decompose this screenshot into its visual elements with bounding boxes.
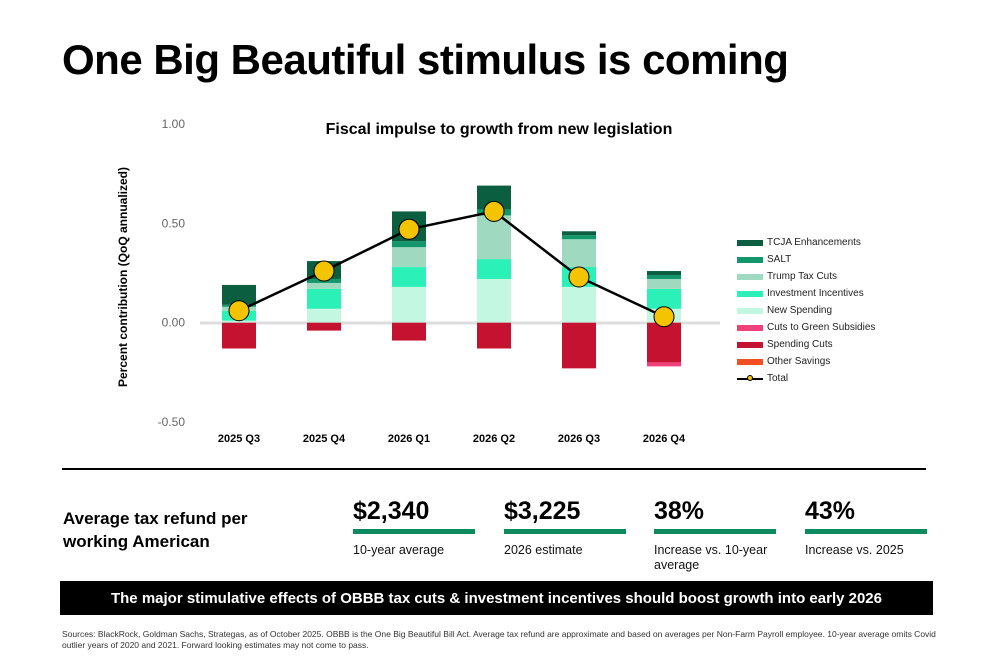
stat-desc: 10-year average	[353, 543, 445, 557]
legend-item-cuts-to-green-subsidies: Cuts to Green Subsidies	[737, 319, 875, 336]
legend-item-trump-tax-cuts: Trump Tax Cuts	[737, 268, 875, 285]
legend-swatch	[737, 273, 763, 280]
bar-new-spending	[222, 320, 256, 323]
bar-investment-incentives	[477, 259, 511, 279]
bar-spending-cuts	[307, 322, 341, 331]
stat-increase-2025: 43% Increase vs. 2025	[805, 496, 927, 558]
legend-item-tcja-enhancements: TCJA Enhancements	[737, 234, 875, 251]
bar-new-spending	[307, 308, 341, 323]
page-title: One Big Beautiful stimulus is coming	[62, 36, 789, 83]
legend-item-salt: SALT	[737, 251, 875, 268]
legend-label: Spending Cuts	[767, 339, 833, 350]
bar-salt	[562, 235, 596, 240]
x-tick-label: 2026 Q2	[473, 433, 515, 445]
legend-item-investment-incentives: Investment Incentives	[737, 285, 875, 302]
legend-swatch	[737, 239, 763, 246]
stat-value: 43%	[805, 497, 856, 525]
total-marker	[398, 218, 420, 240]
summary-banner: The major stimulative effects of OBBB ta…	[60, 581, 933, 615]
legend-swatch	[737, 358, 763, 365]
bar-salt	[392, 241, 426, 248]
y-tick-label: 1.00	[162, 117, 186, 131]
bar-spending-cuts	[647, 322, 681, 363]
legend-label: TCJA Enhancements	[767, 237, 861, 248]
y-tick-label: 0.50	[162, 216, 186, 230]
divider	[62, 468, 926, 470]
y-tick-label: -0.50	[158, 415, 186, 429]
stats-label: Average tax refund per working American	[63, 509, 248, 551]
total-marker	[568, 266, 590, 288]
chart-legend: TCJA Enhancements SALT Trump Tax Cuts Inves…	[737, 234, 875, 387]
bar-tcja-enhancements	[477, 185, 511, 210]
y-axis-label: Percent contribution (QoQ annualized)	[116, 167, 130, 387]
stat-desc: Increase vs. 10-year average	[654, 543, 768, 572]
stat-2026-estimate: $3,225 2026 estimate	[504, 496, 626, 558]
legend-item-total: Total	[737, 370, 875, 387]
bar-spending-cuts	[562, 322, 596, 369]
stat-desc: 2026 estimate	[504, 543, 583, 557]
total-marker	[313, 260, 335, 282]
bar-new-spending	[392, 286, 426, 323]
stat-underline	[805, 529, 927, 534]
stat-underline	[353, 529, 475, 534]
legend-swatch	[737, 307, 763, 314]
legend-swatch	[737, 256, 763, 263]
bar-trump-tax-cuts	[307, 282, 341, 289]
chart-title: Fiscal impulse to growth from new legisl…	[326, 121, 673, 138]
legend-label: SALT	[767, 254, 792, 265]
legend-label: Investment Incentives	[767, 288, 864, 299]
total-marker	[483, 200, 505, 222]
x-tick-label: 2026 Q3	[558, 433, 600, 445]
stat-value: $3,225	[504, 497, 581, 525]
bar-tcja-enhancements	[647, 271, 681, 275]
bar-tcja-enhancements	[222, 284, 256, 305]
legend-label: Other Savings	[767, 356, 831, 367]
stat-desc: Increase vs. 2025	[805, 543, 904, 557]
bar-trump-tax-cuts	[392, 247, 426, 268]
legend-swatch	[737, 290, 763, 297]
bar-trump-tax-cuts	[647, 278, 681, 289]
sources-note: Sources: BlackRock, Goldman Sachs, Strat…	[62, 629, 936, 650]
fiscal-impulse-chart: Fiscal impulse to growth from new legisl…	[116, 117, 720, 445]
x-tick-label: 2025 Q4	[303, 433, 346, 445]
legend-label: New Spending	[767, 305, 833, 316]
stat-increase-10yr: 38% Increase vs. 10-year average	[654, 496, 776, 573]
x-tick-label: 2026 Q1	[388, 433, 430, 445]
total-marker	[228, 300, 250, 322]
bar-spending-cuts	[392, 322, 426, 341]
legend-label: Trump Tax Cuts	[767, 271, 838, 282]
bar-salt	[647, 274, 681, 279]
stat-value: $2,340	[353, 497, 430, 525]
x-tick-label: 2026 Q4	[643, 433, 686, 445]
bar-trump-tax-cuts	[477, 215, 511, 260]
bar-cuts-to-green-subsidies	[647, 362, 681, 367]
bar-trump-tax-cuts	[562, 239, 596, 268]
bar-investment-incentives	[307, 288, 341, 309]
y-tick-label: 0.00	[162, 316, 186, 330]
bar-tcja-enhancements	[562, 231, 596, 236]
legend-item-spending-cuts: Spending Cuts	[737, 336, 875, 353]
bar-new-spending	[477, 278, 511, 323]
legend-swatch	[737, 341, 763, 348]
stat-underline	[654, 529, 776, 534]
legend-label: Cuts to Green Subsidies	[767, 322, 876, 333]
bar-spending-cuts	[477, 322, 511, 349]
total-line	[238, 210, 665, 318]
legend-swatch	[737, 324, 763, 331]
total-marker	[653, 306, 675, 328]
legend-line-swatch	[737, 374, 763, 381]
stat-underline	[504, 529, 626, 534]
bar-new-spending	[562, 286, 596, 323]
bar-spending-cuts	[222, 322, 256, 349]
bar-investment-incentives	[392, 267, 426, 287]
stat-10yr-average: $2,340 10-year average	[353, 496, 475, 558]
bar-investment-incentives	[647, 288, 681, 309]
legend-label: Total	[767, 373, 789, 384]
x-tick-label: 2025 Q3	[218, 433, 260, 445]
legend-item-new-spending: New Spending	[737, 302, 875, 319]
legend-item-other-savings: Other Savings	[737, 353, 875, 370]
stat-value: 38%	[654, 497, 705, 525]
